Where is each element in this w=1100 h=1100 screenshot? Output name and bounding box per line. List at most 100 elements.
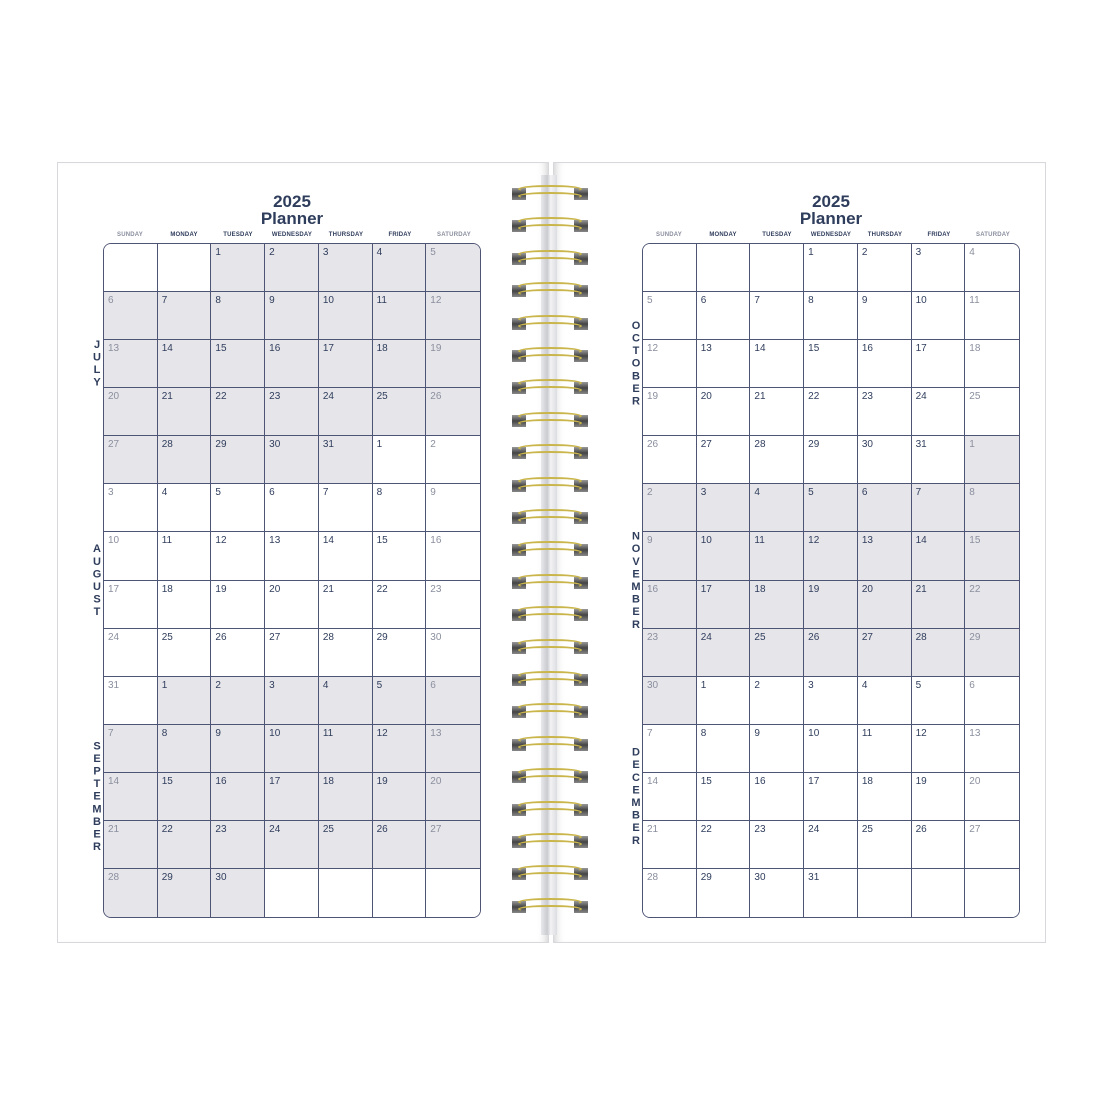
day-cell-december-8[interactable]: 8 bbox=[696, 724, 751, 773]
day-cell-december-1[interactable]: 1 bbox=[696, 676, 751, 725]
day-cell-july-9[interactable]: 9 bbox=[265, 292, 319, 341]
day-cell-july-12[interactable]: 12 bbox=[426, 292, 480, 341]
day-cell-august-18[interactable]: 18 bbox=[157, 580, 212, 629]
day-cell-july-18[interactable]: 18 bbox=[372, 340, 427, 389]
day-cell-august-11[interactable]: 11 bbox=[157, 532, 212, 581]
day-cell-october-11[interactable]: 11 bbox=[965, 292, 1019, 341]
day-cell-september-3[interactable]: 3 bbox=[265, 676, 319, 725]
day-cell-october-1[interactable]: 1 bbox=[804, 244, 858, 293]
day-cell-december-30[interactable]: 30 bbox=[750, 868, 805, 917]
day-cell-july-3[interactable]: 3 bbox=[318, 244, 373, 293]
day-cell-august-15[interactable]: 15 bbox=[372, 532, 427, 581]
day-cell-december-7[interactable]: 7 bbox=[643, 724, 697, 773]
day-cell-august-24[interactable]: 24 bbox=[104, 628, 158, 677]
day-cell-august-20[interactable]: 20 bbox=[265, 580, 319, 629]
day-cell-july-11[interactable]: 11 bbox=[372, 292, 427, 341]
day-cell-october-8[interactable]: 8 bbox=[804, 292, 858, 341]
day-cell-july-6[interactable]: 6 bbox=[104, 292, 158, 341]
day-cell-august-10[interactable]: 10 bbox=[104, 532, 158, 581]
day-cell-october-12[interactable]: 12 bbox=[643, 340, 697, 389]
day-cell-december-23[interactable]: 23 bbox=[750, 820, 805, 869]
day-cell-december-11[interactable]: 11 bbox=[857, 724, 912, 773]
day-cell-december-29[interactable]: 29 bbox=[696, 868, 751, 917]
day-cell-november-25[interactable]: 25 bbox=[750, 628, 805, 677]
day-cell-july-1[interactable]: 1 bbox=[211, 244, 266, 293]
day-cell-july-4[interactable]: 4 bbox=[372, 244, 427, 293]
day-cell-july-16[interactable]: 16 bbox=[265, 340, 319, 389]
day-cell-november-2[interactable]: 2 bbox=[643, 484, 697, 533]
day-cell-august-7[interactable]: 7 bbox=[318, 484, 373, 533]
day-cell-october-30[interactable]: 30 bbox=[857, 436, 912, 485]
day-cell-september-1[interactable]: 1 bbox=[157, 676, 212, 725]
day-cell-august-30[interactable]: 30 bbox=[426, 628, 480, 677]
day-cell-august-9[interactable]: 9 bbox=[426, 484, 480, 533]
day-cell-september-29[interactable]: 29 bbox=[157, 868, 212, 917]
day-cell-july-8[interactable]: 8 bbox=[211, 292, 266, 341]
day-cell-november-6[interactable]: 6 bbox=[857, 484, 912, 533]
day-cell-august-29[interactable]: 29 bbox=[372, 628, 427, 677]
day-cell-august-22[interactable]: 22 bbox=[372, 580, 427, 629]
day-cell-december-18[interactable]: 18 bbox=[857, 772, 912, 821]
day-cell-september-7[interactable]: 7 bbox=[104, 724, 158, 773]
day-cell-october-7[interactable]: 7 bbox=[750, 292, 805, 341]
day-cell-november-16[interactable]: 16 bbox=[643, 580, 697, 629]
day-cell-october-10[interactable]: 10 bbox=[911, 292, 966, 341]
day-cell-november-3[interactable]: 3 bbox=[696, 484, 751, 533]
day-cell-december-19[interactable]: 19 bbox=[911, 772, 966, 821]
day-cell-november-20[interactable]: 20 bbox=[857, 580, 912, 629]
day-cell-november-12[interactable]: 12 bbox=[804, 532, 858, 581]
day-cell-october-29[interactable]: 29 bbox=[804, 436, 858, 485]
day-cell-october-15[interactable]: 15 bbox=[804, 340, 858, 389]
day-cell-september-22[interactable]: 22 bbox=[157, 820, 212, 869]
day-cell-november-14[interactable]: 14 bbox=[911, 532, 966, 581]
day-cell-november-8[interactable]: 8 bbox=[965, 484, 1019, 533]
day-cell-october-19[interactable]: 19 bbox=[643, 388, 697, 437]
day-cell-september-26[interactable]: 26 bbox=[372, 820, 427, 869]
day-cell-september-2[interactable]: 2 bbox=[211, 676, 266, 725]
day-cell-july-20[interactable]: 20 bbox=[104, 388, 158, 437]
day-cell-november-29[interactable]: 29 bbox=[965, 628, 1019, 677]
day-cell-august-21[interactable]: 21 bbox=[318, 580, 373, 629]
day-cell-november-5[interactable]: 5 bbox=[804, 484, 858, 533]
day-cell-november-18[interactable]: 18 bbox=[750, 580, 805, 629]
day-cell-august-4[interactable]: 4 bbox=[157, 484, 212, 533]
day-cell-december-14[interactable]: 14 bbox=[643, 772, 697, 821]
day-cell-september-15[interactable]: 15 bbox=[157, 772, 212, 821]
day-cell-december-27[interactable]: 27 bbox=[965, 820, 1019, 869]
day-cell-october-21[interactable]: 21 bbox=[750, 388, 805, 437]
day-cell-july-23[interactable]: 23 bbox=[265, 388, 319, 437]
day-cell-october-3[interactable]: 3 bbox=[911, 244, 966, 293]
day-cell-november-7[interactable]: 7 bbox=[911, 484, 966, 533]
day-cell-august-28[interactable]: 28 bbox=[318, 628, 373, 677]
day-cell-november-15[interactable]: 15 bbox=[965, 532, 1019, 581]
day-cell-december-16[interactable]: 16 bbox=[750, 772, 805, 821]
day-cell-december-26[interactable]: 26 bbox=[911, 820, 966, 869]
day-cell-july-14[interactable]: 14 bbox=[157, 340, 212, 389]
day-cell-december-4[interactable]: 4 bbox=[857, 676, 912, 725]
day-cell-november-10[interactable]: 10 bbox=[696, 532, 751, 581]
day-cell-august-26[interactable]: 26 bbox=[211, 628, 266, 677]
day-cell-november-19[interactable]: 19 bbox=[804, 580, 858, 629]
day-cell-november-4[interactable]: 4 bbox=[750, 484, 805, 533]
day-cell-september-5[interactable]: 5 bbox=[372, 676, 427, 725]
day-cell-october-5[interactable]: 5 bbox=[643, 292, 697, 341]
day-cell-december-31[interactable]: 31 bbox=[804, 868, 858, 917]
day-cell-november-13[interactable]: 13 bbox=[857, 532, 912, 581]
day-cell-november-24[interactable]: 24 bbox=[696, 628, 751, 677]
day-cell-october-22[interactable]: 22 bbox=[804, 388, 858, 437]
day-cell-august-17[interactable]: 17 bbox=[104, 580, 158, 629]
day-cell-september-6[interactable]: 6 bbox=[426, 676, 480, 725]
day-cell-july-21[interactable]: 21 bbox=[157, 388, 212, 437]
day-cell-october-25[interactable]: 25 bbox=[965, 388, 1019, 437]
day-cell-september-23[interactable]: 23 bbox=[211, 820, 266, 869]
day-cell-december-6[interactable]: 6 bbox=[965, 676, 1019, 725]
day-cell-july-29[interactable]: 29 bbox=[211, 436, 266, 485]
day-cell-july-17[interactable]: 17 bbox=[318, 340, 373, 389]
day-cell-december-20[interactable]: 20 bbox=[965, 772, 1019, 821]
day-cell-october-20[interactable]: 20 bbox=[696, 388, 751, 437]
day-cell-december-22[interactable]: 22 bbox=[696, 820, 751, 869]
day-cell-december-12[interactable]: 12 bbox=[911, 724, 966, 773]
day-cell-december-2[interactable]: 2 bbox=[750, 676, 805, 725]
day-cell-august-16[interactable]: 16 bbox=[426, 532, 480, 581]
day-cell-october-14[interactable]: 14 bbox=[750, 340, 805, 389]
